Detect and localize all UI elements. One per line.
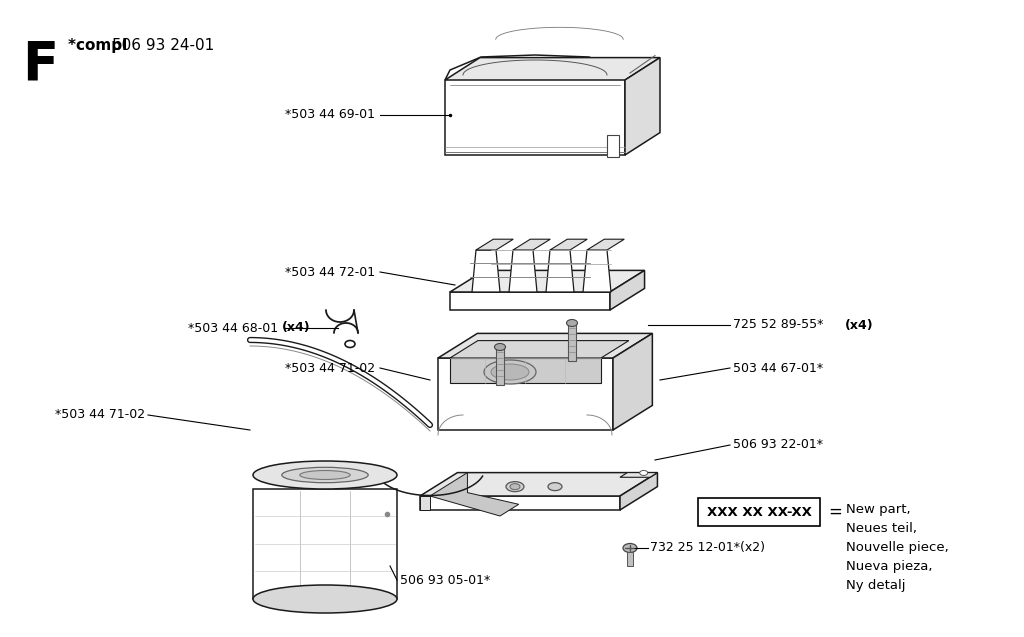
Polygon shape <box>509 250 537 292</box>
Polygon shape <box>568 324 575 361</box>
Text: =: = <box>828 503 842 521</box>
Text: *503 44 71-02: *503 44 71-02 <box>285 362 375 375</box>
Polygon shape <box>445 57 660 80</box>
Text: 732 25 12-01*(x2): 732 25 12-01*(x2) <box>650 541 765 554</box>
Ellipse shape <box>282 468 369 483</box>
Ellipse shape <box>484 360 536 384</box>
Text: XXX XX XX-XX: XXX XX XX-XX <box>707 506 811 519</box>
Polygon shape <box>496 348 504 385</box>
Text: (x4): (x4) <box>282 322 310 334</box>
Polygon shape <box>420 496 430 510</box>
Text: (x4): (x4) <box>845 318 873 331</box>
Polygon shape <box>513 240 550 250</box>
Ellipse shape <box>300 471 350 480</box>
Polygon shape <box>620 473 657 510</box>
Polygon shape <box>420 473 657 496</box>
Polygon shape <box>550 240 588 250</box>
Text: *compl: *compl <box>68 38 132 53</box>
Polygon shape <box>450 341 629 358</box>
Ellipse shape <box>506 482 524 492</box>
Polygon shape <box>627 552 633 566</box>
Ellipse shape <box>253 461 397 489</box>
Polygon shape <box>546 250 574 292</box>
Text: F: F <box>22 38 58 90</box>
Polygon shape <box>430 473 519 516</box>
FancyBboxPatch shape <box>698 498 820 526</box>
Text: 506 93 24-01: 506 93 24-01 <box>112 38 214 53</box>
Ellipse shape <box>548 483 562 490</box>
Polygon shape <box>613 333 652 430</box>
Text: *503 44 68-01: *503 44 68-01 <box>187 322 282 334</box>
Text: Nueva pieza,: Nueva pieza, <box>846 560 933 573</box>
Polygon shape <box>610 270 644 310</box>
Text: 725 52 89-55*: 725 52 89-55* <box>733 318 827 331</box>
Polygon shape <box>420 496 620 510</box>
Polygon shape <box>476 240 513 250</box>
Polygon shape <box>472 250 500 292</box>
Polygon shape <box>620 473 657 477</box>
Ellipse shape <box>640 471 648 475</box>
Polygon shape <box>587 240 625 250</box>
Text: Ny detalj: Ny detalj <box>846 579 905 592</box>
Polygon shape <box>583 250 611 292</box>
Ellipse shape <box>495 343 506 350</box>
Text: *503 44 72-01: *503 44 72-01 <box>285 266 375 278</box>
Text: *503 44 69-01: *503 44 69-01 <box>285 108 375 122</box>
Ellipse shape <box>566 320 578 327</box>
Ellipse shape <box>510 483 520 490</box>
Text: Neues teil,: Neues teil, <box>846 522 918 535</box>
Ellipse shape <box>253 585 397 613</box>
Polygon shape <box>625 57 660 155</box>
Polygon shape <box>253 489 397 599</box>
Text: 506 93 05-01*: 506 93 05-01* <box>400 573 490 587</box>
Text: New part,: New part, <box>846 503 910 516</box>
Ellipse shape <box>345 341 355 348</box>
Polygon shape <box>450 292 610 310</box>
Polygon shape <box>607 135 618 157</box>
Text: 503 44 67-01*: 503 44 67-01* <box>733 362 823 375</box>
PathPatch shape <box>445 55 625 155</box>
Text: *503 44 71-02: *503 44 71-02 <box>55 408 145 422</box>
Text: 506 93 22-01*: 506 93 22-01* <box>733 438 823 452</box>
Polygon shape <box>450 358 601 383</box>
Polygon shape <box>450 270 644 292</box>
Ellipse shape <box>623 543 637 552</box>
Ellipse shape <box>490 364 529 380</box>
Text: Nouvelle piece,: Nouvelle piece, <box>846 541 949 554</box>
Polygon shape <box>438 358 613 430</box>
Polygon shape <box>438 333 652 358</box>
